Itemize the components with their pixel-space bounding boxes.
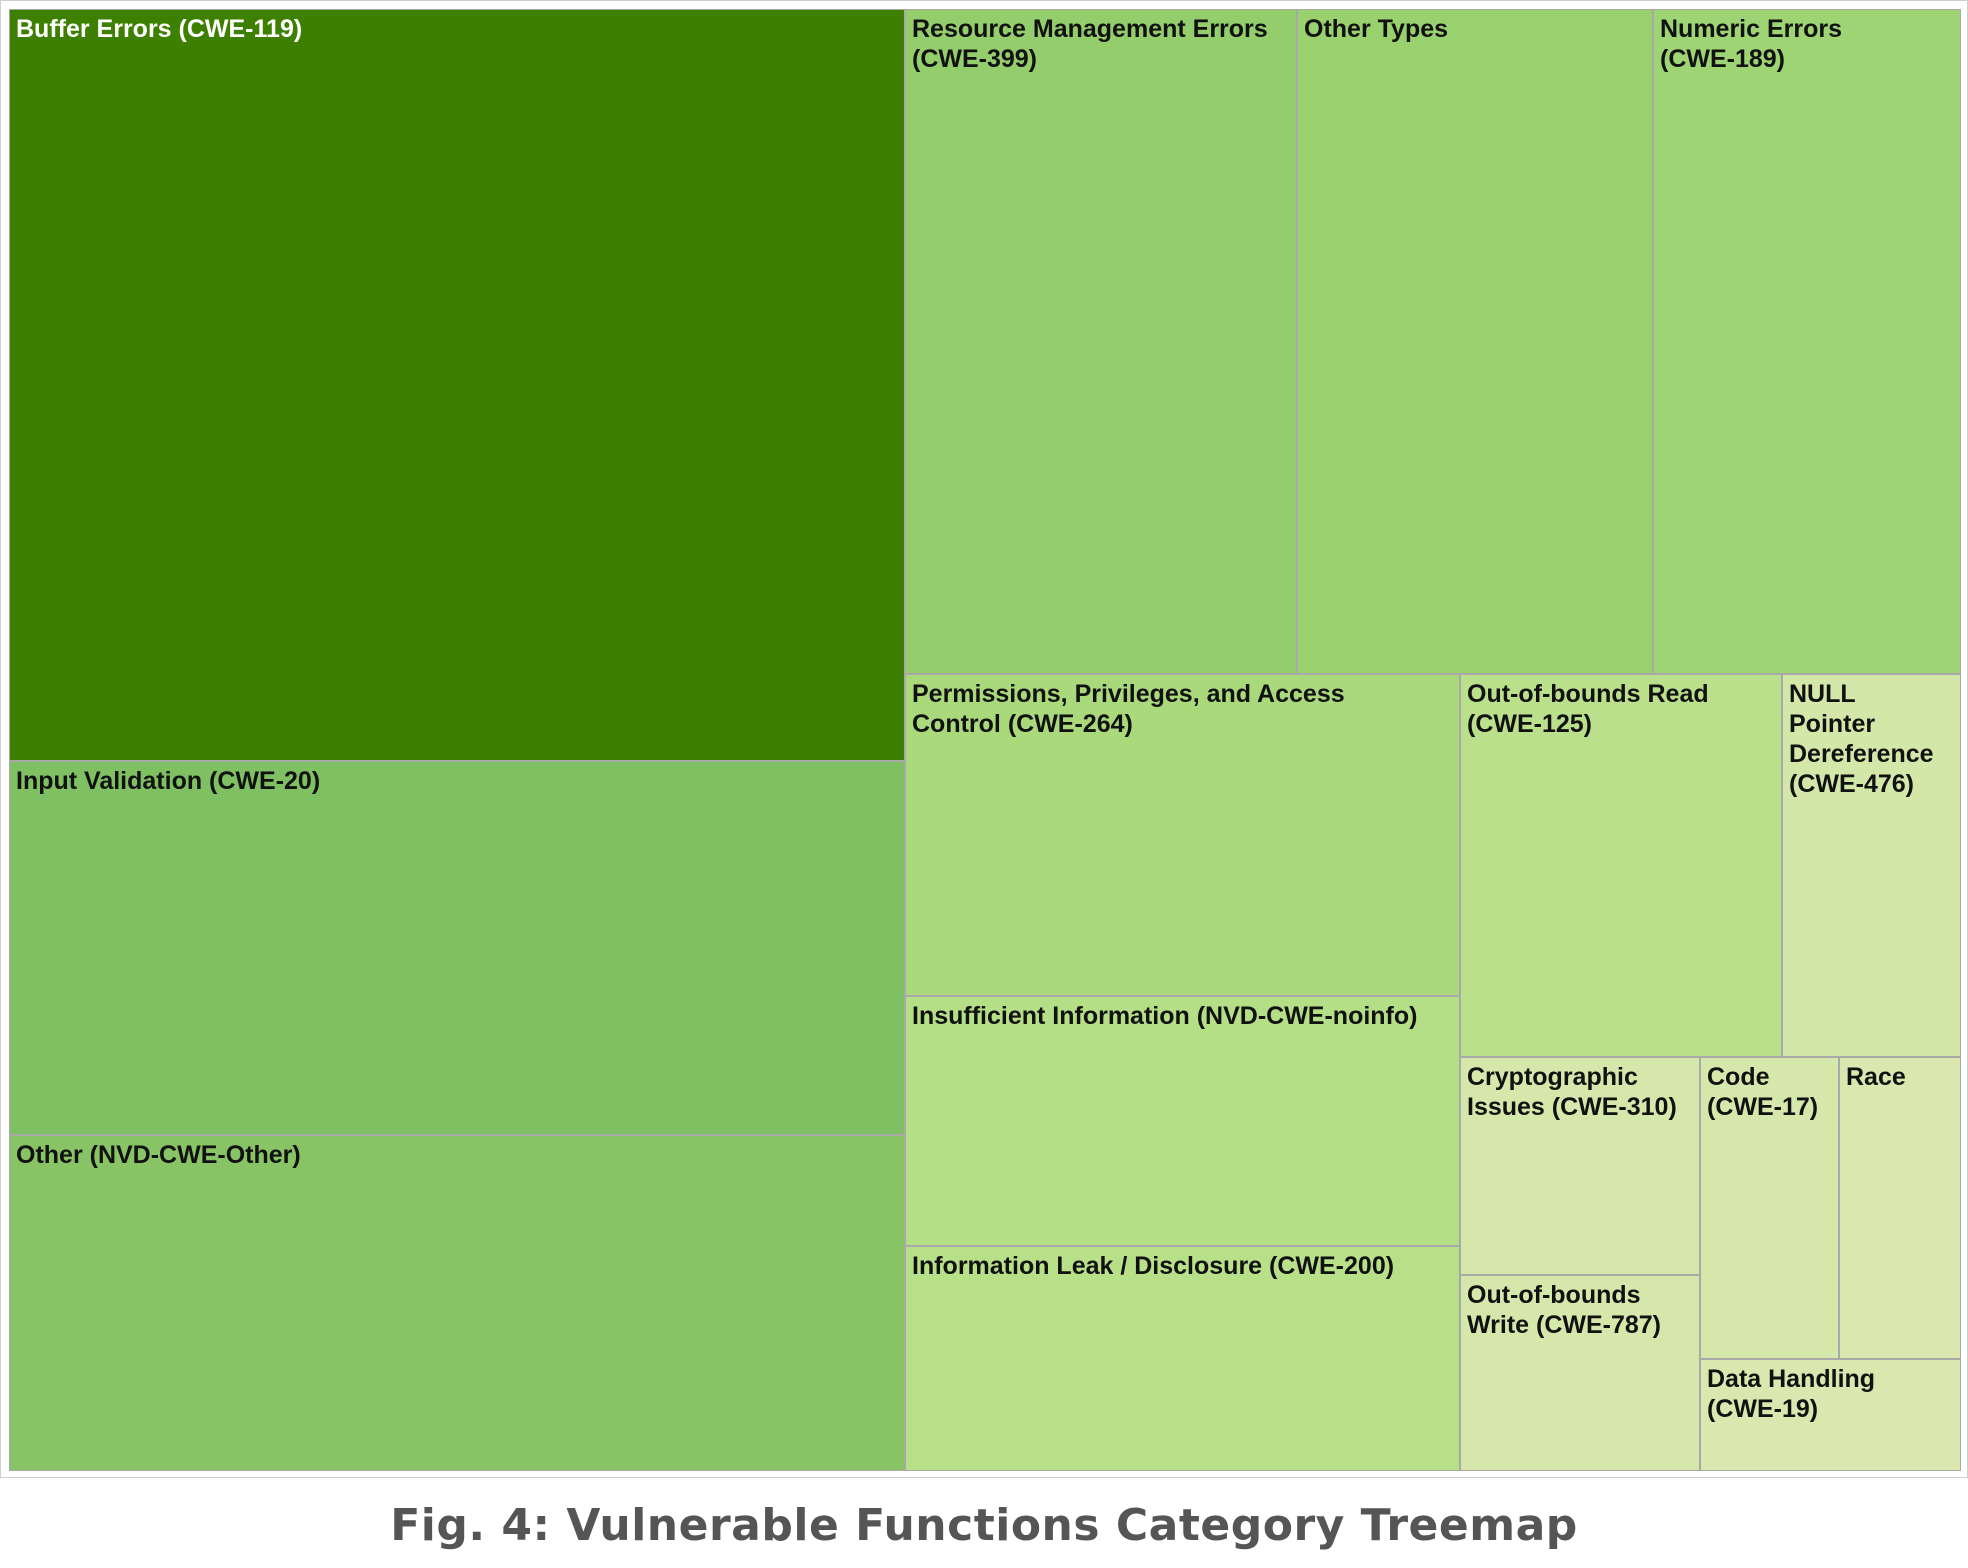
treemap-cell-label: Input Validation (CWE-20) xyxy=(16,767,321,795)
treemap-cell: Permissions, Privileges, and Access Cont… xyxy=(905,674,1460,996)
treemap: Buffer Errors (CWE-119) Input Validation … xyxy=(9,9,1961,1471)
treemap-cell: Buffer Errors (CWE-119) xyxy=(9,9,905,761)
treemap-cell: Cryptographic Issues (CWE-310) xyxy=(1460,1057,1700,1275)
treemap-frame: Buffer Errors (CWE-119) Input Validation … xyxy=(0,0,1968,1478)
treemap-cell-label: Information Leak / Disclosure (CWE-200) xyxy=(912,1252,1395,1280)
treemap-cell-label: NULL Pointer Dereference (CWE-476) xyxy=(1789,680,1934,798)
treemap-cell: Data Handling (CWE-19) xyxy=(1700,1359,1961,1471)
treemap-cell: Other (NVD-CWE-Other) xyxy=(9,1135,905,1471)
treemap-cell-label: Cryptographic Issues (CWE-310) xyxy=(1467,1063,1677,1121)
treemap-cell-label: Resource Management Errors (CWE-399) xyxy=(912,15,1268,73)
treemap-cell-label: Insufficient Information (NVD-CWE-noinfo… xyxy=(912,1002,1418,1030)
treemap-cell-label: Out-of-bounds Read (CWE-125) xyxy=(1467,680,1709,738)
treemap-cell: Numeric Errors (CWE-189) xyxy=(1653,9,1961,674)
treemap-cell: Code (CWE-17) xyxy=(1700,1057,1839,1359)
figure-caption: Fig. 4: Vulnerable Functions Category Tr… xyxy=(390,1500,1578,1551)
treemap-cell-label: Data Handling (CWE-19) xyxy=(1707,1365,1876,1423)
treemap-cell: Information Leak / Disclosure (CWE-200) xyxy=(905,1246,1460,1471)
treemap-cell: Race xyxy=(1839,1057,1961,1359)
treemap-cell-label: Permissions, Privileges, and Access Cont… xyxy=(912,680,1345,738)
treemap-cell: Out-of-bounds Write (CWE-787) xyxy=(1460,1275,1700,1471)
treemap-cell-label: Buffer Errors (CWE-119) xyxy=(16,15,303,43)
treemap-cell-label: Code (CWE-17) xyxy=(1707,1063,1819,1121)
treemap-cell: Other Types xyxy=(1297,9,1653,674)
treemap-cell-label: Out-of-bounds Write (CWE-787) xyxy=(1467,1281,1662,1339)
treemap-cell: NULL Pointer Dereference (CWE-476) xyxy=(1782,674,1961,1057)
treemap-cell: Input Validation (CWE-20) xyxy=(9,761,905,1135)
treemap-cell-label: Other (NVD-CWE-Other) xyxy=(16,1141,301,1169)
treemap-cell-label: Race xyxy=(1846,1063,1906,1091)
treemap-cell-label: Numeric Errors (CWE-189) xyxy=(1660,15,1843,73)
treemap-cell: Resource Management Errors (CWE-399) xyxy=(905,9,1297,674)
treemap-cell: Insufficient Information (NVD-CWE-noinfo… xyxy=(905,996,1460,1246)
treemap-cell-label: Other Types xyxy=(1304,15,1449,43)
treemap-cell: Out-of-bounds Read (CWE-125) xyxy=(1460,674,1782,1057)
